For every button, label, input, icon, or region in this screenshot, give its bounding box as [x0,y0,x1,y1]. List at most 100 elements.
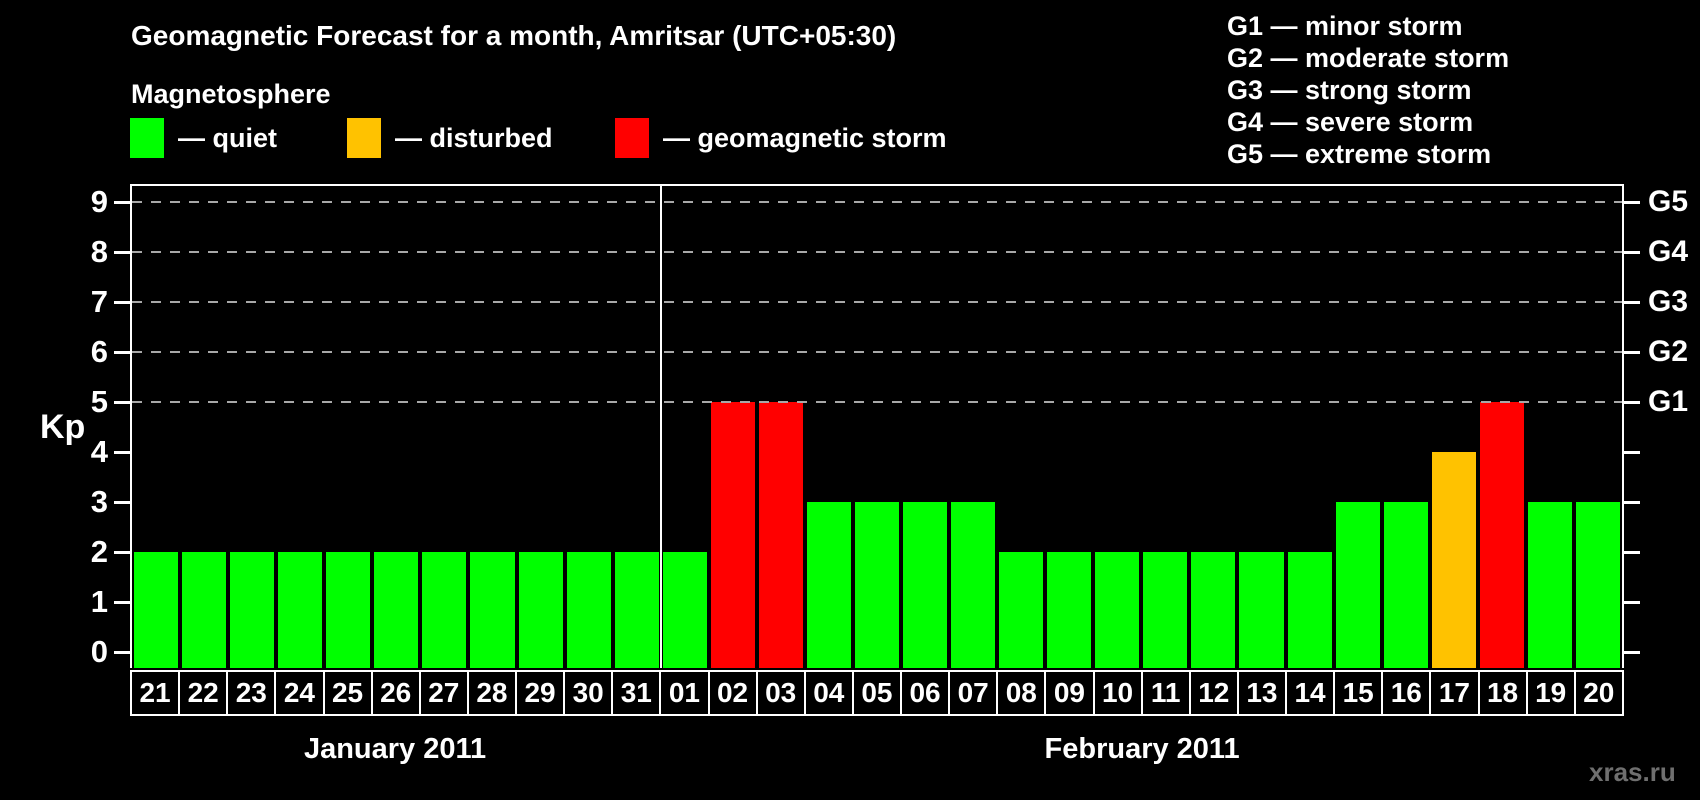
day-label-21: 21 [132,672,181,714]
day-label-09: 09 [1046,672,1095,714]
kp-bar-25 [326,552,371,668]
day-label-11: 11 [1142,672,1191,714]
y-axis-title: Kp [40,408,86,446]
day-slot-10 [1093,186,1141,668]
day-label-28: 28 [468,672,517,714]
gridline-kp9 [132,201,1622,203]
right-axis-label-g4: G4 [1648,235,1689,268]
disturbed-color-swatch [347,118,381,158]
kp-bar-27 [422,552,467,668]
y-tick-label-9: 9 [90,184,108,219]
kp-bar-19 [1527,502,1572,668]
day-label-02: 02 [709,672,758,714]
day-label-04: 04 [805,672,854,714]
day-slot-25 [324,186,372,668]
right-axis-label-g2: G2 [1648,335,1689,368]
kp-bar-10 [1095,552,1140,668]
gridline-kp6 [132,351,1622,353]
day-label-27: 27 [420,672,469,714]
day-label-12: 12 [1190,672,1239,714]
day-slot-05 [853,186,901,668]
left-tick-kp3 [114,501,130,504]
kp-bar-06 [903,502,948,668]
right-axis-label-g5: G5 [1648,185,1689,218]
day-slot-27 [420,186,468,668]
kp-bar-30 [566,552,611,668]
day-slot-14 [1286,186,1334,668]
right-tick-kp3 [1624,501,1640,504]
gridline-kp5 [132,401,1622,403]
gridline-kp8 [132,251,1622,253]
storm-scale-g1: G1 — minor storm [1227,11,1463,41]
day-label-16: 16 [1383,672,1432,714]
day-label-07: 07 [950,672,999,714]
legend-item-label: — disturbed [395,122,553,153]
right-tick-kp6 [1624,351,1640,354]
storm-scale-g5: G5 — extreme storm [1227,139,1492,169]
day-label-23: 23 [228,672,277,714]
day-label-17: 17 [1431,672,1480,714]
day-slot-28 [468,186,516,668]
day-slot-06 [901,186,949,668]
y-tick-label-4: 4 [90,434,108,469]
left-tick-kp7 [114,301,130,304]
day-label-10: 10 [1094,672,1143,714]
day-slot-11 [1141,186,1189,668]
month-label: January 2011 [303,733,487,765]
bars-container [132,186,1622,668]
left-tick-kp0 [114,651,130,654]
day-slot-23 [228,186,276,668]
kp-bar-21 [134,552,179,668]
legend-item-storm: — geomagnetic storm [615,118,947,158]
left-tick-kp8 [114,251,130,254]
kp-bar-07 [951,502,996,668]
kp-bar-12 [1191,552,1236,668]
kp-bar-20 [1575,502,1620,668]
day-slot-13 [1237,186,1285,668]
day-label-01: 01 [661,672,710,714]
left-tick-kp4 [114,451,130,454]
y-tick-label-8: 8 [90,234,108,269]
kp-bar-04 [806,502,851,668]
day-slot-20 [1574,186,1622,668]
kp-bar-05 [854,502,899,668]
day-label-19: 19 [1527,672,1576,714]
kp-bar-22 [182,552,227,668]
right-tick-kp0 [1624,651,1640,654]
kp-bar-02 [710,402,755,668]
kp-bar-28 [470,552,515,668]
y-tick-label-7: 7 [90,284,108,319]
day-slot-08 [997,186,1045,668]
kp-bar-14 [1287,552,1332,668]
day-label-26: 26 [372,672,421,714]
kp-bar-13 [1239,552,1284,668]
day-slot-26 [372,186,420,668]
page-title: Geomagnetic Forecast for a month, Amrits… [131,20,897,51]
right-tick-kp9 [1624,201,1640,204]
day-slot-09 [1045,186,1093,668]
day-label-18: 18 [1479,672,1528,714]
day-slot-15 [1334,186,1382,668]
kp-bar-16 [1383,502,1428,668]
kp-bar-23 [230,552,275,668]
storm-scale-g2: G2 — moderate storm [1227,43,1510,73]
kp-bar-29 [518,552,563,668]
right-axis-label-g3: G3 [1648,285,1689,318]
day-label-05: 05 [853,672,902,714]
day-slot-07 [949,186,997,668]
gridline-kp7 [132,301,1622,303]
day-slot-22 [180,186,228,668]
kp-bar-31 [614,552,659,668]
day-slot-03 [757,186,805,668]
right-axis-label-g1: G1 [1648,385,1689,418]
day-slot-19 [1526,186,1574,668]
month-label: February 2011 [1044,733,1240,765]
left-tick-kp1 [114,601,130,604]
day-slot-24 [276,186,324,668]
right-tick-kp2 [1624,551,1640,554]
left-tick-kp9 [114,201,130,204]
day-slot-01 [661,186,709,668]
y-tick-label-5: 5 [90,384,108,419]
day-slot-17 [1430,186,1478,668]
